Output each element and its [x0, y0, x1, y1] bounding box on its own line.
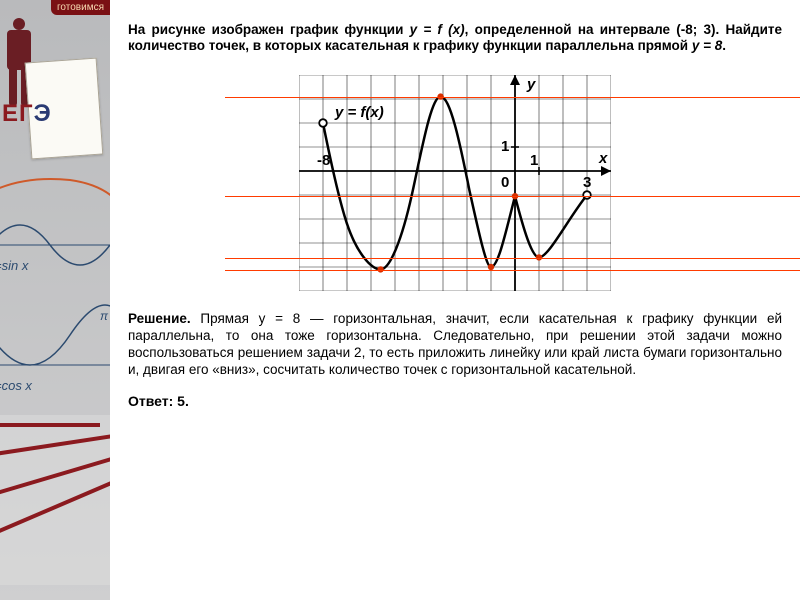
math-sketch-icon: a° =sin x =cos x π [0, 165, 110, 585]
logo: ЕГЭ [2, 100, 52, 128]
svg-text:-8: -8 [317, 152, 330, 169]
slide: готовимся ЕГЭ a° =sin x =cos x π На рис [0, 0, 800, 600]
sidebar-tab: готовимся [51, 0, 110, 15]
solution-body: Прямая у = 8 — горизонтальная, значит, е… [128, 311, 782, 377]
problem-line: у = 8 [692, 38, 722, 53]
svg-text:y: y [526, 76, 536, 93]
svg-text:=sin x: =sin x [0, 258, 29, 273]
svg-text:y = f(x): y = f(x) [334, 104, 384, 121]
svg-text:=cos x: =cos x [0, 378, 32, 393]
tangent-hline [225, 270, 800, 271]
content: На рисунке изображен график функции y = … [110, 0, 800, 600]
answer-text: Ответ: 5. [128, 393, 782, 409]
svg-text:0: 0 [501, 174, 509, 191]
logo-a: ЕГ [2, 100, 34, 127]
problem-fn: y = f (x) [410, 22, 465, 37]
svg-text:1: 1 [501, 138, 509, 155]
tangent-hline [225, 97, 800, 98]
svg-text:x: x [598, 150, 608, 167]
tangent-hline [225, 196, 800, 197]
solution-text: Решение. Прямая у = 8 — горизонтальная, … [128, 311, 782, 379]
function-chart: y x 0 1 1 -8 3 y = f(x) [299, 75, 611, 291]
problem-pre: На рисунке изображен график функции [128, 22, 410, 37]
sidebar: готовимся ЕГЭ a° =sin x =cos x π [0, 0, 110, 600]
problem-text: На рисунке изображен график функции y = … [128, 22, 782, 56]
svg-text:3: 3 [583, 174, 591, 191]
chart-container: y x 0 1 1 -8 3 y = f(x) [245, 75, 665, 291]
logo-b: Э [34, 100, 52, 127]
svg-text:π: π [100, 309, 109, 323]
tangent-hline [225, 258, 800, 259]
svg-text:1: 1 [530, 152, 538, 169]
solution-lead: Решение. [128, 311, 191, 326]
problem-post: . [722, 38, 726, 53]
